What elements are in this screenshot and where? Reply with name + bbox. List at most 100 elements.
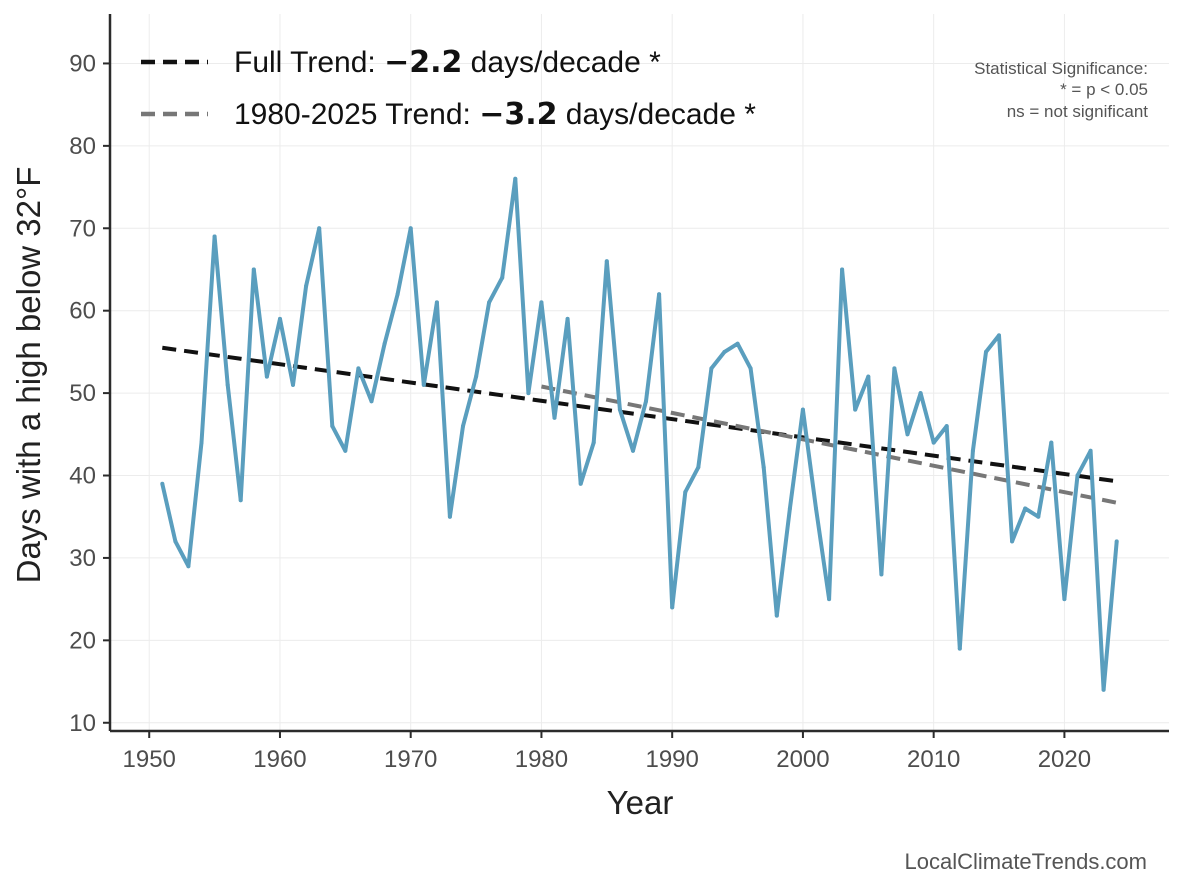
data-point [225,382,230,387]
data-point [212,234,217,239]
data-point [173,539,178,544]
data-point [251,267,256,272]
data-point [304,284,309,288]
x-tick-label: 1960 [253,746,306,773]
data-point [722,349,727,354]
data-point [918,391,923,396]
x-ticks: 1950 1960 1970 1980 1990 2000 2010 2020 [123,731,1091,773]
data-point [631,448,635,453]
data-point [461,424,465,429]
data-point [160,481,165,486]
y-tick-label: 20 [69,627,96,654]
data-point [317,226,322,231]
data-point [866,374,871,379]
data-point [526,391,531,396]
trend-lines [162,345,1118,505]
data-point [1010,539,1015,544]
x-tick-label: 2010 [907,746,960,773]
y-tick-label: 70 [69,215,96,242]
data-point [487,300,492,305]
y-tick-label: 50 [69,380,96,407]
data-point [748,366,753,371]
data-point [1036,514,1041,519]
data-point [879,572,884,577]
significance-note-line: * = p < 0.05 [1060,80,1148,99]
grid [110,14,1169,731]
data-point [709,366,714,371]
significance-note-line: Statistical Significance: [974,59,1148,78]
data-point [434,300,439,305]
data-point [264,374,269,379]
data-point [565,316,570,321]
data-point [447,514,452,519]
data-point [735,341,740,346]
x-tick-label: 2020 [1038,746,1091,773]
data-point [539,300,544,305]
y-tick-label: 30 [69,545,96,572]
x-tick-label: 1970 [384,746,437,773]
series-line [160,176,1119,692]
data-point [408,226,413,231]
data-point [670,605,675,610]
data-point [356,366,361,371]
data-point [382,341,387,346]
data-point [1062,597,1067,602]
data-point [421,382,426,387]
data-point [1075,473,1080,478]
data-point [343,448,348,453]
data-point [644,399,648,404]
significance-note: Statistical Significance: * = p < 0.05 n… [974,59,1148,121]
axes [108,14,1169,733]
data-point [957,646,962,651]
x-tick-label: 1980 [515,746,568,773]
x-axis-title: Year [607,784,674,821]
data-point [238,498,243,503]
data-point [1023,506,1028,511]
y-axis-title: Days with a high below 32°F [10,167,47,584]
data-point [892,366,897,371]
data-point [853,407,858,412]
data-point [931,440,936,445]
data-point [578,481,583,486]
significance-note-line: ns = not significant [1007,102,1149,121]
data-point [591,440,596,445]
data-point [500,275,505,280]
y-tick-label: 60 [69,298,96,325]
y-tick-label: 90 [69,50,96,77]
data-point [997,333,1001,338]
data-point [984,349,988,354]
y-tick-label: 80 [69,133,96,160]
data-point [1101,687,1106,692]
data-point [970,448,975,453]
data-point [761,465,766,470]
data-point [787,506,792,511]
legend: Full Trend: −2.2 days/decade * 1980-2025 … [141,45,756,132]
data-point [827,597,832,602]
x-tick-label: 1950 [123,746,176,773]
data-series [160,176,1119,692]
data-point [513,176,518,181]
trend-line [541,384,1118,505]
data-point [800,407,805,412]
data-point [395,292,400,297]
data-point [199,440,204,445]
data-point [330,424,335,429]
data-point [657,292,662,297]
data-point [696,465,701,470]
legend-label: Full Trend: −2.2 days/decade * [234,45,661,80]
data-point [774,613,779,618]
y-ticks: 10 20 30 40 50 60 70 80 90 [69,50,110,737]
source-credit: LocalClimateTrends.com [905,849,1148,874]
y-tick-label: 40 [69,463,96,490]
data-point [683,490,688,494]
data-point [474,374,479,379]
data-point [369,399,374,404]
data-point [278,316,282,321]
x-tick-label: 1990 [645,746,698,773]
data-point [1088,448,1093,453]
data-point [840,267,845,272]
y-tick-label: 10 [69,710,96,737]
data-point [814,506,818,511]
data-point [905,432,910,437]
